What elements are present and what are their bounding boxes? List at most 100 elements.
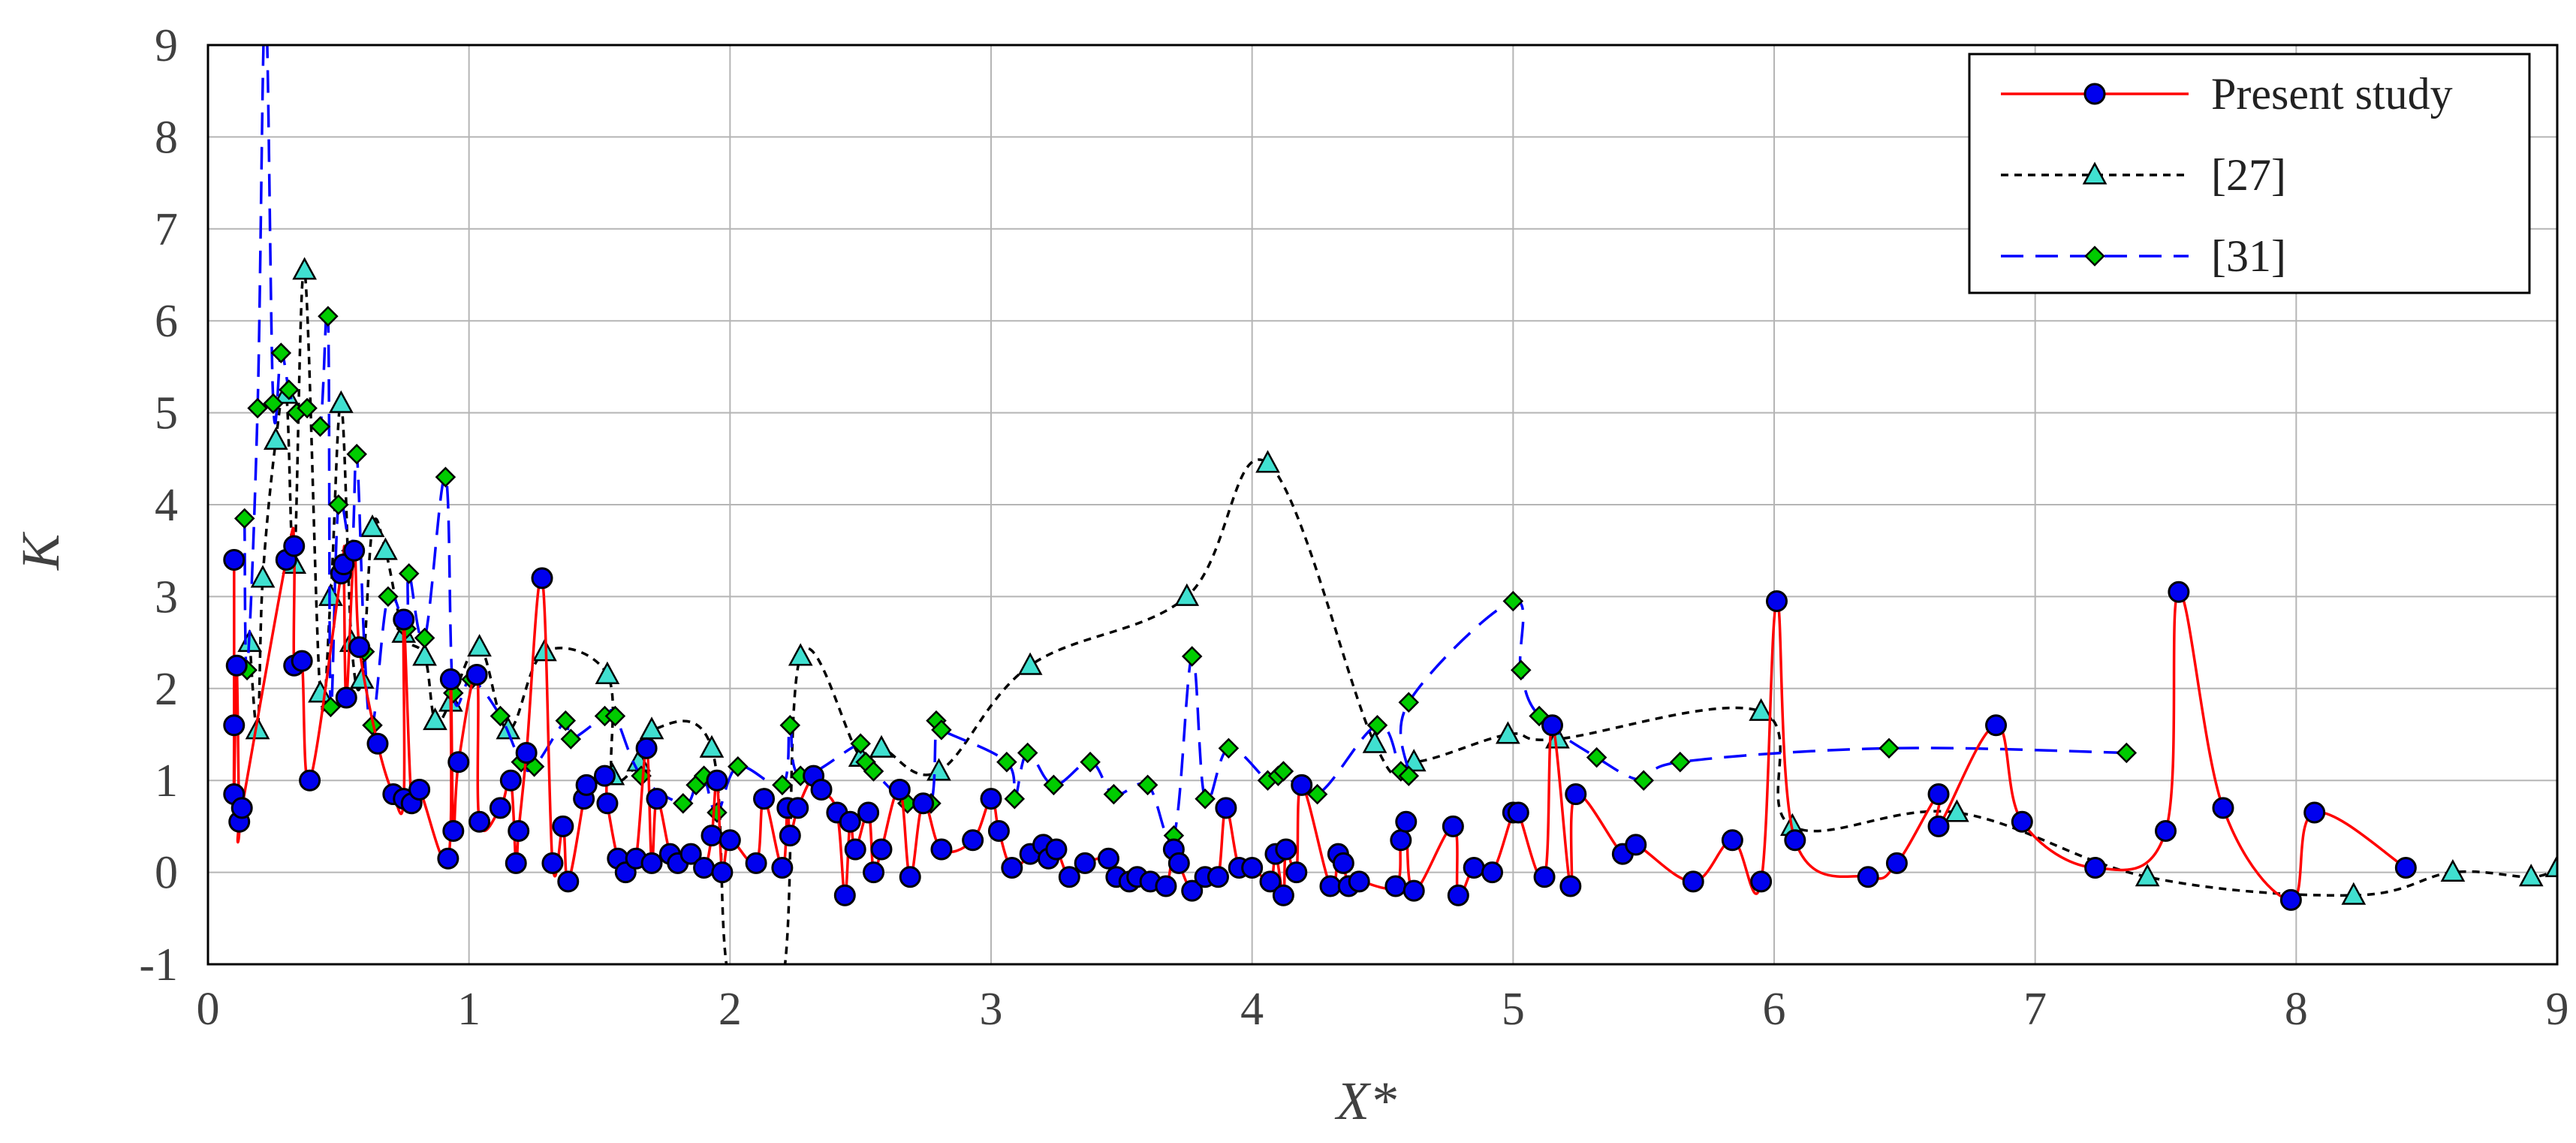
y-tick-label: 4 — [155, 480, 178, 531]
data-point — [2212, 797, 2234, 819]
data-point — [1259, 870, 1282, 893]
data-point — [233, 508, 255, 529]
data-point — [1272, 884, 1294, 906]
data-point — [329, 390, 354, 413]
data-point — [1017, 652, 1043, 675]
data-point — [1097, 847, 1119, 870]
data-point — [1944, 799, 1969, 822]
data-point — [1181, 646, 1203, 667]
data-point — [2168, 581, 2190, 603]
data-point — [1366, 715, 1388, 736]
data-point — [1784, 829, 1806, 852]
data-point — [560, 728, 582, 749]
data-point — [779, 825, 801, 847]
data-point — [1390, 829, 1412, 852]
data-point — [508, 820, 530, 843]
data-point — [1255, 450, 1280, 473]
data-point — [1401, 749, 1427, 772]
data-point — [1306, 783, 1328, 805]
data-point — [318, 306, 339, 327]
data-point — [263, 393, 284, 415]
data-point — [987, 820, 1010, 843]
data-point — [1398, 692, 1420, 713]
series-present-study — [223, 526, 2417, 911]
plot-frame — [206, 44, 2559, 966]
data-point — [1985, 714, 2008, 737]
data-point — [1879, 737, 1900, 759]
data-point — [393, 608, 415, 631]
data-point — [1215, 797, 1237, 819]
data-point — [349, 665, 375, 689]
legend: Present study [27] [31] — [1968, 53, 2531, 294]
data-point — [810, 778, 833, 801]
data-point — [1043, 774, 1065, 796]
data-point — [753, 788, 776, 810]
data-point — [1857, 866, 1879, 888]
data-point — [557, 870, 580, 893]
data-point — [1004, 788, 1026, 810]
data-point — [2135, 864, 2160, 887]
data-point — [679, 843, 702, 865]
legend-label: [31] — [2211, 231, 2286, 281]
data-point — [489, 797, 511, 819]
y-tick-label: 1 — [155, 755, 178, 807]
data-point — [398, 563, 420, 584]
data-point — [839, 810, 861, 833]
data-point — [1241, 856, 1264, 879]
series-line — [248, 267, 2557, 964]
data-point — [869, 734, 894, 758]
x-tick-label: 2 — [719, 984, 742, 1035]
data-point — [1927, 783, 1950, 806]
data-point — [270, 342, 292, 363]
data-point — [706, 769, 728, 792]
data-point — [496, 716, 521, 740]
data-point — [931, 719, 952, 740]
data-point — [1045, 838, 1068, 861]
data-point — [996, 751, 1017, 773]
x-tick-label: 0 — [197, 984, 220, 1035]
y-tick-label: 9 — [155, 20, 178, 71]
data-point — [980, 788, 1002, 810]
y-tick-label: 7 — [155, 204, 178, 255]
data-point — [297, 397, 318, 419]
data-point — [1103, 783, 1125, 805]
y-tick-label: 8 — [155, 112, 178, 163]
data-point — [2155, 820, 2177, 843]
data-point — [439, 668, 462, 691]
data-point — [250, 565, 276, 588]
data-point — [335, 686, 357, 709]
data-point — [699, 734, 725, 758]
legend-marker — [2083, 83, 2106, 105]
data-point — [1362, 730, 1387, 753]
legend-marker — [2084, 246, 2105, 267]
x-tick-label: 7 — [2023, 984, 2047, 1035]
y-tick-label: 3 — [155, 572, 178, 623]
data-point — [788, 643, 813, 666]
data-point — [779, 715, 801, 736]
data-point — [1074, 852, 1096, 874]
data-point — [2341, 882, 2367, 905]
data-point — [1319, 875, 1342, 897]
data-point — [1749, 698, 1774, 721]
x-axis-title: X* — [1334, 1071, 1396, 1131]
y-tick-label: 0 — [155, 848, 178, 899]
y-axis-title: K — [11, 531, 71, 571]
data-point — [1384, 875, 1407, 897]
data-point — [833, 884, 856, 906]
data-point — [728, 756, 749, 777]
data-point — [223, 714, 246, 737]
x-tick-labels: 0 1 2 3 4 5 6 7 8 9 — [197, 984, 2569, 1035]
x-tick-label: 9 — [2546, 984, 2569, 1035]
data-point — [1080, 751, 1101, 773]
data-point — [1275, 838, 1297, 861]
data-point — [693, 856, 716, 879]
data-point — [604, 705, 626, 727]
data-point — [2394, 856, 2417, 879]
data-point — [639, 716, 664, 740]
data-point — [1395, 810, 1418, 833]
x-tick-label: 5 — [1502, 984, 1525, 1035]
data-point — [962, 829, 984, 852]
data-point — [1721, 829, 1743, 852]
data-point — [1273, 761, 1294, 782]
